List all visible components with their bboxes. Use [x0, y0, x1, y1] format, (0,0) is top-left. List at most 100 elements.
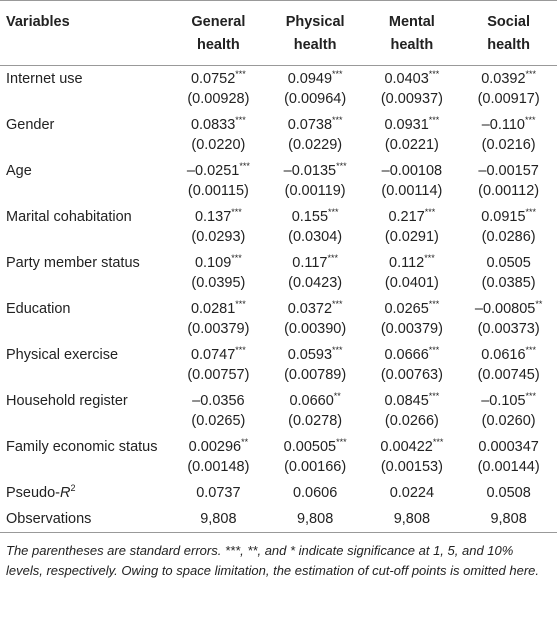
- coefficient: 0.0931: [384, 117, 429, 133]
- standard-error: (0.0278): [288, 413, 343, 429]
- coefficient: 0.00422: [380, 439, 433, 455]
- cell: –0.110*** (0.0216): [460, 112, 557, 158]
- standard-error: (0.0260): [481, 413, 536, 429]
- standard-error: (0.0395): [191, 275, 246, 291]
- cell: 0.0224: [389, 485, 435, 501]
- label-text: Observations: [6, 511, 92, 527]
- significance-stars: ***: [235, 345, 246, 356]
- standard-error: (0.0216): [481, 137, 536, 153]
- coefficient: 0.000347: [478, 439, 539, 455]
- cell: 0.155*** (0.0304): [267, 204, 364, 250]
- column-header: Variables: [6, 14, 70, 30]
- cell: 0.0752*** (0.00928): [170, 66, 267, 113]
- row-label: Education: [6, 301, 71, 317]
- cell: 0.00505*** (0.00166): [267, 434, 364, 480]
- coefficient: 0.00296: [188, 439, 242, 455]
- table-row: Party member status 0.109*** (0.0395) 0.117…: [0, 250, 557, 296]
- significance-stars: ***: [332, 299, 343, 310]
- cell: 0.0915*** (0.0286): [460, 204, 557, 250]
- row-label: Observations: [0, 506, 170, 533]
- significance-stars: ***: [332, 69, 343, 80]
- standard-error: (0.0266): [384, 413, 439, 429]
- row-label: Gender: [6, 117, 55, 133]
- table-row: Family economic status 0.00296** (0.00148)…: [0, 434, 557, 480]
- cell: 0.0845*** (0.0266): [364, 388, 461, 434]
- coefficient: 0.137: [194, 209, 232, 225]
- coefficient: 0.0660: [289, 393, 334, 409]
- standard-error: (0.00144): [477, 459, 540, 475]
- standard-error: (0.0220): [191, 137, 246, 153]
- standard-error: (0.00789): [284, 367, 347, 383]
- coefficient: 0.0915: [481, 209, 526, 225]
- cell: 0.0949*** (0.00964): [267, 66, 364, 113]
- cell: 0.0392*** (0.00917): [460, 66, 557, 113]
- cell: –0.0356 (0.0265): [170, 388, 267, 434]
- significance-stars: ***: [428, 299, 440, 310]
- standard-error: (0.00112): [478, 183, 540, 199]
- row-label: Marital cohabitation: [6, 209, 132, 225]
- coefficient: –0.00108: [381, 163, 443, 179]
- significance-stars: ***: [332, 115, 343, 126]
- coefficient: 0.109: [194, 255, 232, 271]
- standard-error: (0.00964): [284, 91, 347, 107]
- standard-error: (0.00928): [187, 91, 250, 107]
- significance-stars: ***: [525, 345, 537, 356]
- standard-error: (0.00114): [381, 183, 443, 199]
- significance-stars: ***: [432, 437, 444, 448]
- cell: 0.0747*** (0.00757): [170, 342, 267, 388]
- table-row: Physical exercise 0.0747*** (0.00757) 0.059…: [0, 342, 557, 388]
- cell: –0.105*** (0.0260): [460, 388, 557, 434]
- significance-stars: ***: [336, 437, 347, 448]
- coefficient: –0.00157: [478, 163, 539, 179]
- standard-error: (0.00390): [284, 321, 347, 337]
- standard-error: (0.00115): [187, 183, 249, 199]
- results-table: Variables General health Physical health Me…: [0, 0, 557, 533]
- standard-error: (0.00148): [187, 459, 250, 475]
- coefficient: 0.0747: [190, 347, 236, 363]
- cell: 0.217*** (0.0291): [364, 204, 461, 250]
- significance-stars: ***: [428, 69, 440, 80]
- standard-error: (0.0291): [384, 229, 439, 245]
- column-header: General health: [191, 14, 246, 53]
- table-row: Pseudo-R2 0.0737 0.0606 0.0224 0.0508: [0, 480, 557, 506]
- standard-error: (0.00166): [284, 459, 347, 475]
- cell: 0.0666*** (0.00763): [364, 342, 461, 388]
- cell: 0.0403*** (0.00937): [364, 66, 461, 113]
- coefficient: 0.155: [291, 209, 329, 225]
- significance-stars: ***: [428, 115, 440, 126]
- significance-stars: ***: [336, 161, 347, 172]
- significance-stars: ***: [231, 253, 242, 264]
- cell: 0.0508: [486, 485, 531, 501]
- row-label: Household register: [6, 393, 128, 409]
- table-row: Internet use 0.0752*** (0.00928) 0.0949***(…: [0, 66, 557, 113]
- label-superscript: 2: [70, 483, 76, 494]
- table-row: Gender 0.0833*** (0.0220) 0.0738*** (0.0229)…: [0, 112, 557, 158]
- cell: 9,808: [200, 511, 237, 527]
- coefficient: 0.0372: [287, 301, 333, 317]
- significance-stars: ***: [525, 391, 537, 402]
- standard-error: (0.00917): [477, 91, 540, 107]
- column-header: Physical health: [285, 14, 345, 53]
- cell: 0.0593*** (0.00789): [267, 342, 364, 388]
- significance-stars: ***: [235, 115, 246, 126]
- cell: 0.0737: [196, 485, 241, 501]
- coefficient: 0.0265: [384, 301, 429, 317]
- coefficient: –0.105: [481, 393, 526, 409]
- coefficient: 0.0392: [481, 71, 526, 87]
- cell: 9,808: [296, 511, 334, 527]
- column-header: Mental health: [388, 14, 435, 53]
- significance-stars: ***: [428, 345, 440, 356]
- cell: 0.117*** (0.0423): [267, 250, 364, 296]
- significance-stars: **: [241, 437, 249, 448]
- significance-stars: ***: [231, 207, 242, 218]
- significance-stars: ***: [428, 391, 440, 402]
- standard-error: (0.00379): [187, 321, 250, 337]
- standard-error: (0.00745): [477, 367, 540, 383]
- table-row: Marital cohabitation 0.137*** (0.0293) 0.15…: [0, 204, 557, 250]
- standard-error: (0.0286): [481, 229, 536, 245]
- cell: 0.0738*** (0.0229): [267, 112, 364, 158]
- coefficient: 0.0505: [486, 255, 531, 271]
- table-body: Internet use 0.0752*** (0.00928) 0.0949***(…: [0, 66, 557, 533]
- coefficient: –0.00805: [474, 301, 536, 317]
